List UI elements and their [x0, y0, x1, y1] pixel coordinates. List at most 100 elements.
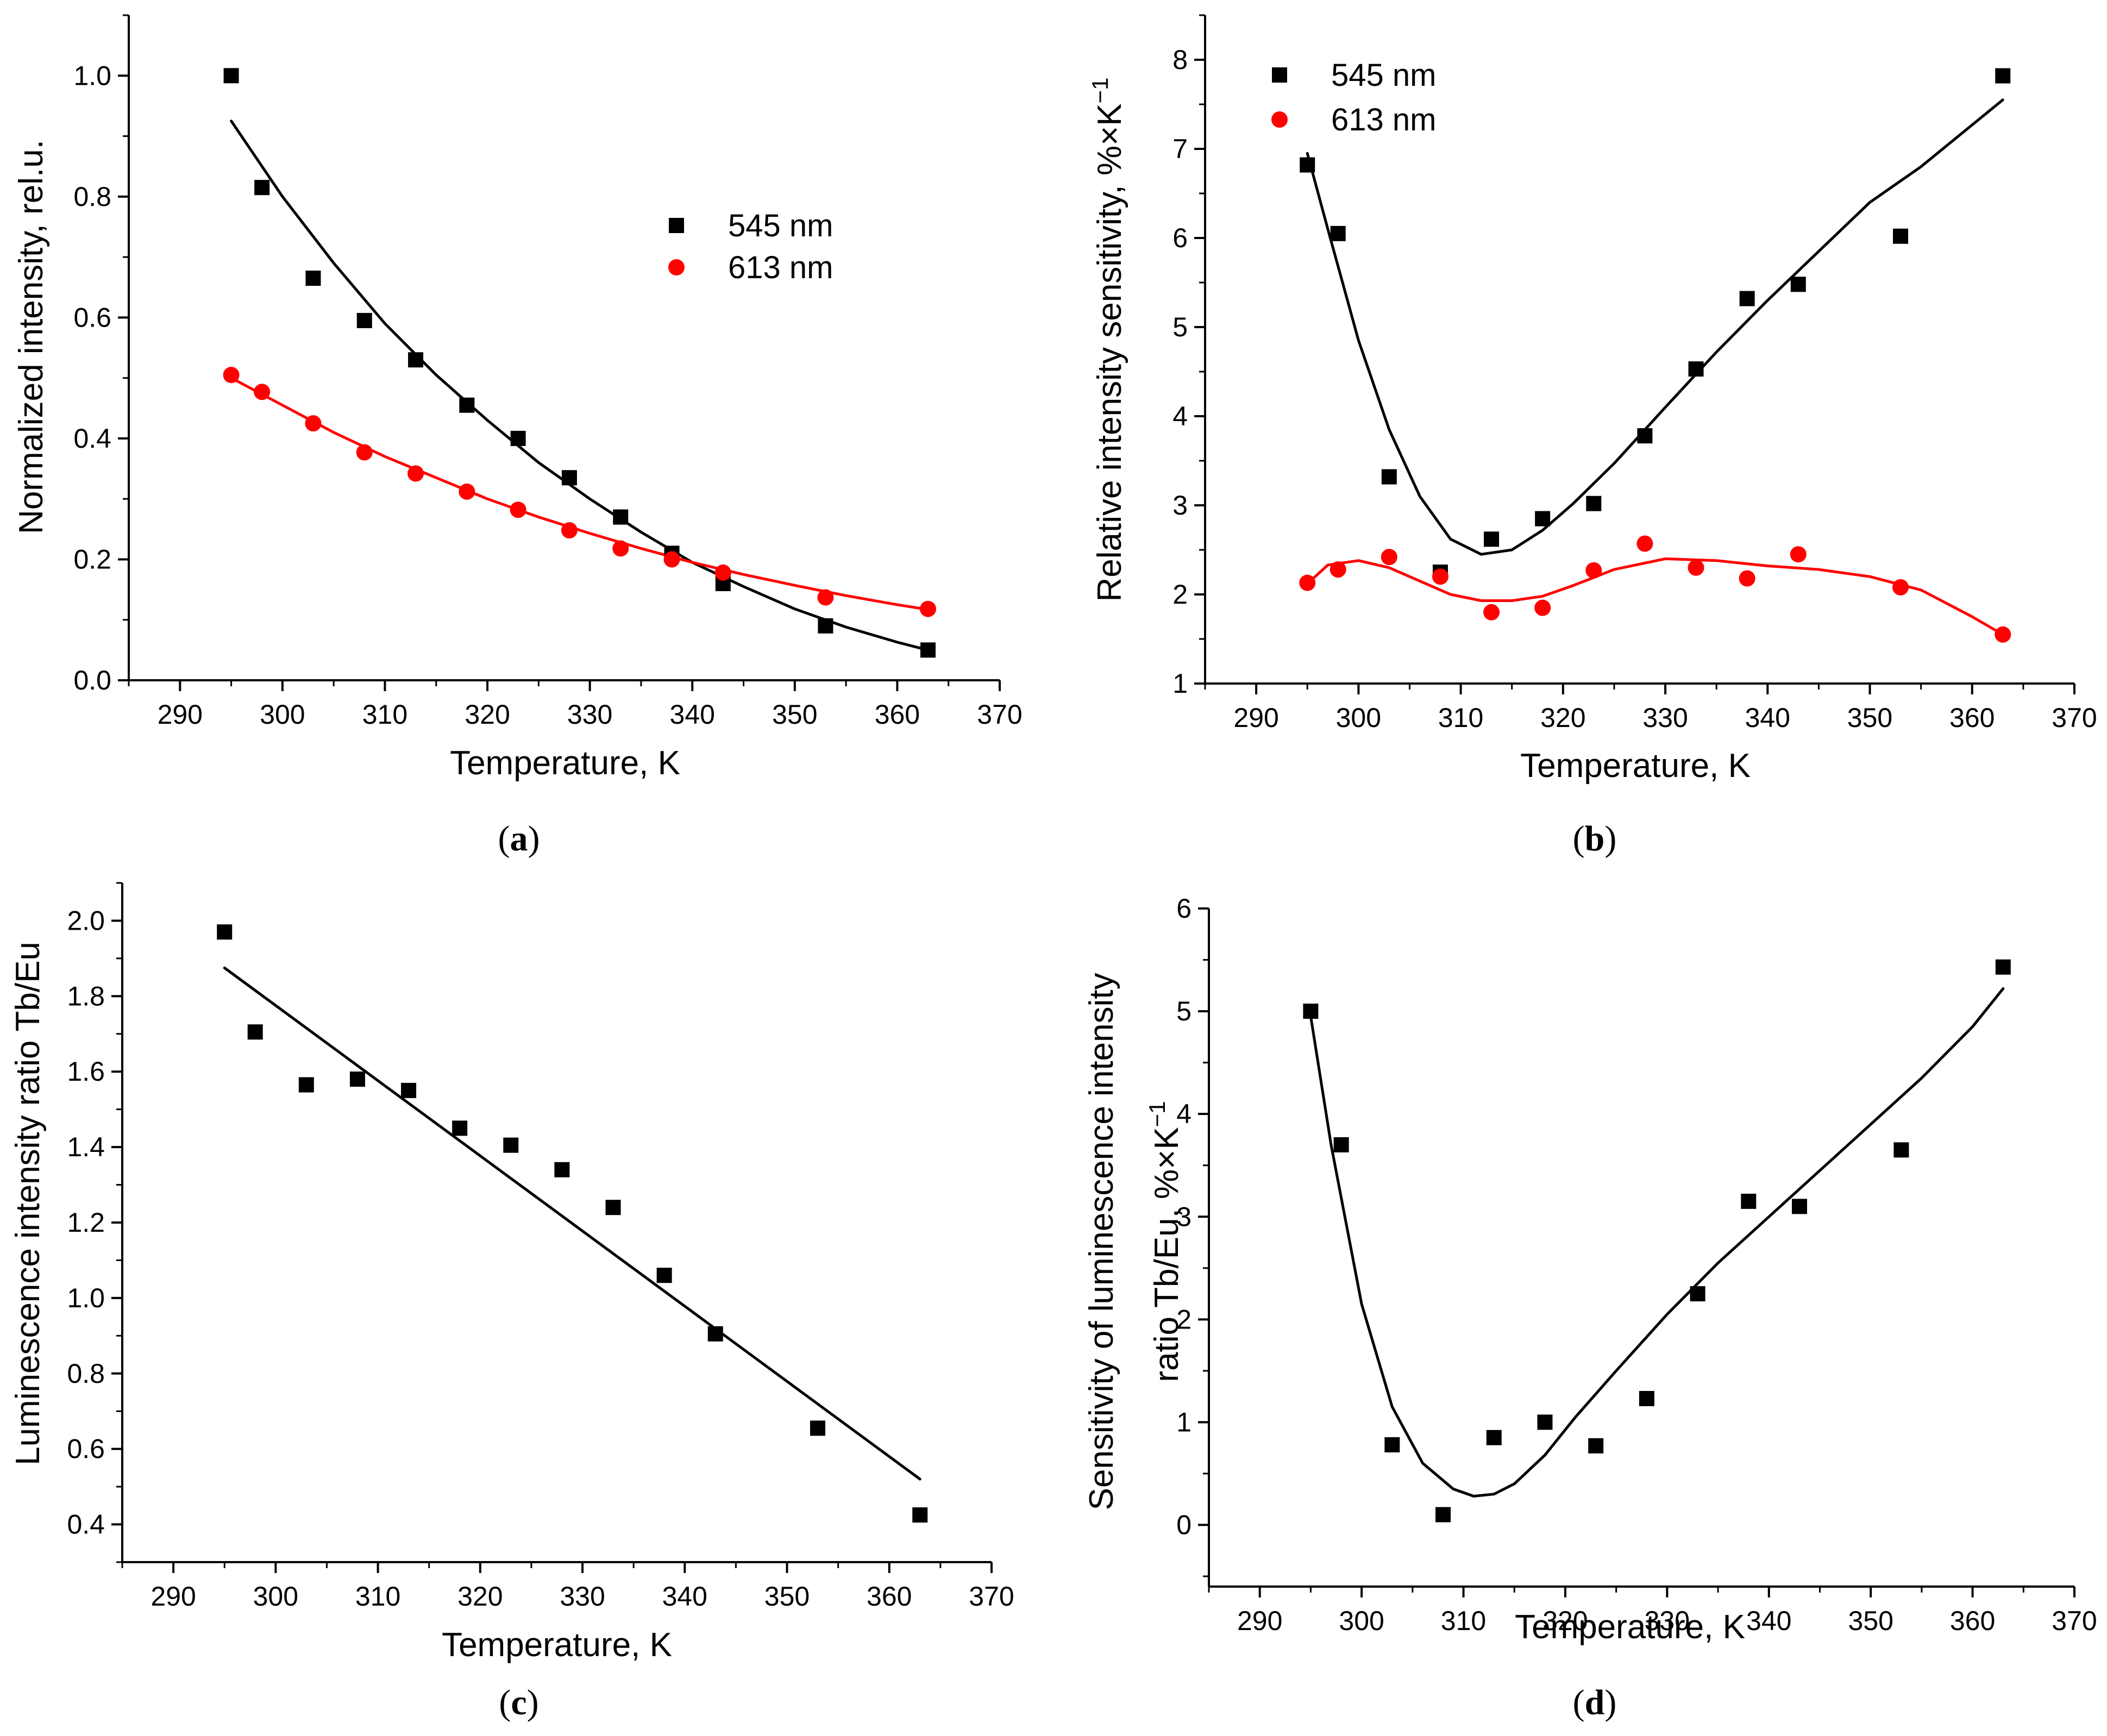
panel-a-series-1-point: [305, 415, 322, 432]
panel-d-series-0-point: [1384, 1437, 1400, 1453]
panel-c-y-tick-label: 0.6: [67, 1434, 105, 1464]
panel-a-series-1-point: [663, 551, 680, 568]
panel-b-legend-label: 613 nm: [1331, 102, 1436, 137]
panel-b-series-0-point: [1995, 68, 2011, 84]
panel-a-series-0-point: [613, 509, 629, 525]
panel-a-series-1-point: [817, 589, 834, 606]
panel-d-series-0-point: [1995, 959, 2011, 975]
panel-a-series-0-point: [223, 68, 239, 84]
panel-a-series-0-fit-line: [230, 120, 930, 651]
panel-a-series-0-point: [818, 618, 833, 634]
panel-d-series-0-point: [1333, 1137, 1349, 1152]
panel-a-x-tick-label: 350: [772, 699, 817, 730]
panel-b-series-0-point: [1381, 469, 1397, 485]
panel-b-series-1-point: [1432, 568, 1448, 585]
panel-c-x-tick-label: 340: [662, 1581, 707, 1612]
panel-b-series-0-point: [1300, 157, 1315, 173]
panel-c-series-0-point: [217, 924, 233, 940]
panel-c-x-tick-label: 360: [867, 1581, 912, 1612]
panel-c-series-0-point: [401, 1082, 417, 1098]
panel-a-series-0-point: [510, 430, 526, 446]
panel-b-y-tick-label: 8: [1172, 45, 1188, 75]
panel-b-series-1-point: [1483, 604, 1500, 621]
panel-a-y-tick-label: 0.4: [73, 423, 111, 454]
panel-b-x-tick-label: 370: [2052, 703, 2097, 733]
panel-d-y-tick-label: 1: [1176, 1407, 1192, 1437]
panel-b-x-tick-label: 340: [1745, 703, 1790, 733]
panel-d-x-tick-label: 300: [1339, 1606, 1384, 1636]
panel-d-series-0-fit-line: [1309, 987, 2005, 1498]
panel-b-y-tick-label: 3: [1172, 490, 1188, 521]
panel-a-series-1-point: [919, 600, 936, 617]
panel-b-series-1-point: [1534, 599, 1551, 616]
panel-c-series-0-point: [452, 1120, 468, 1136]
panel-d-series-0-point: [1690, 1286, 1705, 1302]
panel-b: Relative intensity sensitivity, %×K−1 Te…: [1087, 14, 2097, 858]
panel-d-caption-letter: d: [1585, 1683, 1605, 1722]
panel-a-series-0-point: [408, 352, 424, 368]
panel-d-x-tick-label: 310: [1441, 1606, 1486, 1636]
panel-c-x-tick-label: 310: [355, 1581, 400, 1612]
panel-b-legend-marker: [1272, 67, 1287, 83]
panel-a-legend-marker: [668, 259, 685, 275]
panel-a-x-tick-label: 370: [977, 699, 1022, 730]
panel-a-series-0-point: [561, 470, 577, 486]
panel-a-x-tick-label: 300: [260, 699, 305, 730]
panel-c-y-title: Luminescence intensity ratio Tb/Eu: [9, 942, 47, 1465]
panel-c-x-tick-label: 370: [969, 1581, 1014, 1612]
panel-d-x-tick-label: 290: [1237, 1606, 1282, 1636]
panel-a-series-1-point: [612, 540, 629, 557]
panel-a-x-tick-label: 310: [362, 699, 407, 730]
panel-a-y-tick-label: 0.0: [73, 665, 111, 695]
panel-d-series-0-point: [1435, 1507, 1451, 1522]
panel-b-series-1-point: [1381, 549, 1397, 566]
panel-c-caption-letter: c: [511, 1683, 526, 1722]
panel-c-y-tick-label: 1.2: [67, 1207, 105, 1238]
panel-c-series-0-point: [605, 1200, 621, 1215]
panel-d-x-tick-label: 340: [1746, 1606, 1791, 1636]
panel-d-y-title-2: ratio Tb/Eu, %×K−1: [1144, 1101, 1186, 1382]
panel-a-legend-label: 613 nm: [728, 250, 833, 285]
panel-a-series-0-point: [920, 642, 936, 658]
panel-a-series-1-point: [459, 483, 475, 500]
panel-a-series-1-point: [254, 384, 271, 400]
panel-a-y-tick-label: 0.6: [73, 302, 111, 333]
panel-d-y-title-superscript: −1: [1144, 1101, 1170, 1127]
panel-d-series-0-point: [1893, 1142, 1909, 1158]
panel-a-series-0-point: [254, 180, 270, 196]
panel-d-x-title: Temperature, K: [1515, 1608, 1745, 1646]
panel-b-series-0-point: [1586, 496, 1602, 511]
panel-a-caption-letter: a: [510, 819, 528, 858]
panel-a-x-tick-label: 340: [670, 699, 715, 730]
panel-b-series-1-point: [1688, 559, 1704, 576]
panel-b-series-1-point: [1330, 561, 1346, 578]
panel-d-x-tick-label: 330: [1645, 1606, 1690, 1636]
panel-a-caption: (a): [498, 819, 540, 858]
panel-c-series-0-point: [503, 1137, 519, 1153]
panel-d-x-tick-label: 370: [2052, 1606, 2097, 1636]
panel-c-series-0-point: [298, 1077, 314, 1093]
panel-d-y-title-2-text: ratio Tb/Eu, %×K: [1148, 1127, 1186, 1382]
panel-b-series-1-point: [1636, 535, 1653, 552]
panel-a-x-title: Temperature, K: [450, 744, 680, 782]
panel-a-y-tick-label: 0.8: [73, 181, 111, 212]
panel-d-x-tick-label: 320: [1542, 1606, 1588, 1636]
panel-b-series-0-point: [1535, 511, 1551, 527]
panel-d-y-tick-label: 4: [1176, 1099, 1192, 1129]
panel-b-x-tick-label: 330: [1642, 703, 1688, 733]
panel-b-y-tick-label: 7: [1172, 134, 1188, 164]
panel-d-y-title: Sensitivity of luminescence intensity: [1083, 973, 1120, 1510]
panel-b-series-0-fit-line: [1306, 98, 2004, 556]
panel-c-x-tick-label: 290: [150, 1581, 196, 1612]
panel-c-series-0-point: [912, 1507, 928, 1523]
panel-d-y-tick-label: 2: [1176, 1304, 1192, 1334]
panel-c-y-tick-label: 1.6: [67, 1056, 105, 1087]
panel-c-x-tick-label: 330: [560, 1581, 605, 1612]
panel-a-series-0-point: [356, 312, 372, 328]
panel-a-series-1-point: [356, 444, 373, 461]
panel-a-x-tick-label: 290: [158, 699, 203, 730]
panel-c-y-tick-label: 0.4: [67, 1509, 105, 1540]
panel-b-y-title-text: Relative intensity sensitivity, %×K: [1091, 103, 1128, 601]
panel-a: Normalized intensity, rel.u. Temperature…: [12, 14, 1023, 858]
